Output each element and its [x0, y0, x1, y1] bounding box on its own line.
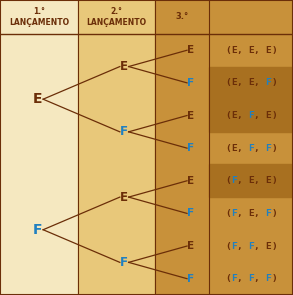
Text: ): ) [271, 111, 277, 120]
Text: ,: , [254, 78, 265, 87]
Text: E: E [248, 176, 254, 185]
Text: E: E [231, 78, 237, 87]
Bar [209, 0, 293, 295]
Text: F: F [231, 274, 237, 283]
Text: E: E [187, 45, 194, 55]
Text: E: E [187, 111, 194, 121]
Text: F: F [187, 274, 194, 284]
Text: F: F [265, 78, 271, 87]
Text: ,: , [237, 144, 248, 153]
Text: E: E [265, 111, 271, 120]
Text: ,: , [254, 144, 265, 153]
Text: ): ) [271, 274, 277, 283]
Text: E: E [187, 241, 194, 251]
Text: 3.°: 3.° [176, 12, 189, 22]
Text: E: E [120, 60, 128, 73]
Text: (: ( [226, 46, 231, 55]
Bar [0, 0, 78, 295]
Text: E: E [231, 46, 237, 55]
Text: F: F [231, 209, 237, 218]
Text: ,: , [254, 242, 265, 250]
Text: 1.°
LANÇAMENTO: 1.° LANÇAMENTO [9, 7, 69, 27]
Text: E: E [265, 46, 271, 55]
Text: (: ( [226, 274, 231, 283]
Bar [209, 67, 293, 99]
Text: F: F [248, 274, 254, 283]
Text: E: E [33, 92, 42, 106]
Bar [78, 0, 155, 295]
Text: F: F [231, 242, 237, 250]
Text: ,: , [254, 274, 265, 283]
Text: E: E [120, 191, 128, 204]
Text: F: F [120, 256, 128, 269]
Text: ,: , [237, 78, 248, 87]
Text: F: F [265, 144, 271, 153]
Text: F: F [265, 209, 271, 218]
Text: (: ( [226, 78, 231, 87]
Text: F: F [187, 143, 194, 153]
Bar [209, 165, 293, 197]
Text: E: E [248, 46, 254, 55]
Text: ,: , [254, 111, 265, 120]
Text: ): ) [271, 144, 277, 153]
Text: E: E [265, 242, 271, 250]
Text: ,: , [254, 176, 265, 185]
Text: F: F [248, 242, 254, 250]
Text: ,: , [237, 209, 248, 218]
Text: 2.°
LANÇAMENTO: 2.° LANÇAMENTO [86, 7, 146, 27]
Text: (: ( [226, 242, 231, 250]
Text: (: ( [226, 144, 231, 153]
Text: F: F [248, 144, 254, 153]
Text: F: F [231, 176, 237, 185]
Bar [155, 0, 209, 295]
Text: E: E [231, 144, 237, 153]
Text: F: F [248, 111, 254, 120]
Text: E: E [248, 78, 254, 87]
Text: ,: , [237, 176, 248, 185]
Bar [209, 0, 293, 295]
Text: ,: , [254, 46, 265, 55]
Text: ,: , [237, 274, 248, 283]
Text: F: F [33, 223, 42, 237]
Text: E: E [265, 176, 271, 185]
Text: ,: , [237, 46, 248, 55]
Text: E: E [231, 111, 237, 120]
Text: ): ) [271, 209, 277, 218]
Text: ,: , [237, 111, 248, 120]
Text: ): ) [271, 46, 277, 55]
Bar [78, 0, 155, 295]
Bar [155, 0, 209, 295]
Text: (: ( [226, 111, 231, 120]
Text: ): ) [271, 242, 277, 250]
Text: ): ) [271, 78, 277, 87]
Bar [0, 0, 78, 295]
Text: ,: , [254, 209, 265, 218]
Text: ): ) [271, 176, 277, 185]
Text: (: ( [226, 176, 231, 185]
Text: E: E [187, 176, 194, 186]
Text: F: F [187, 208, 194, 218]
Text: ,: , [237, 242, 248, 250]
Text: F: F [120, 125, 128, 138]
Text: E: E [248, 209, 254, 218]
Text: F: F [187, 78, 194, 88]
Bar [209, 99, 293, 132]
Text: (: ( [226, 209, 231, 218]
Text: F: F [265, 274, 271, 283]
